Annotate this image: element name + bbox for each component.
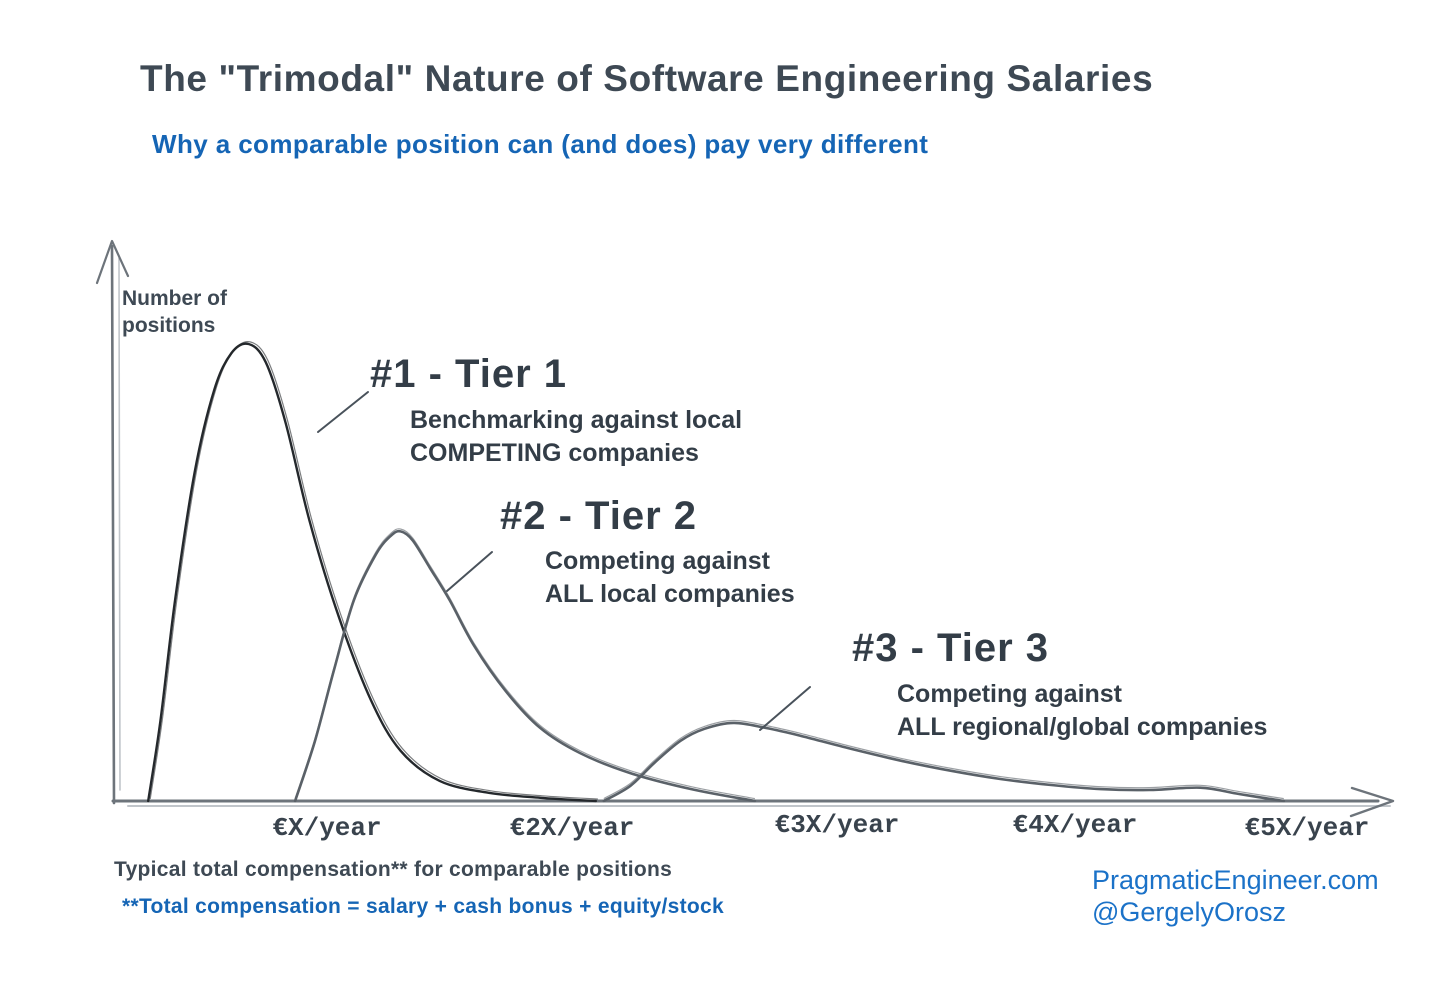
tier-3-annotation: #3 - Tier 3 Competing against ALL region… (852, 626, 1267, 744)
tier-3-heading: #3 - Tier 3 (852, 626, 1050, 670)
x-tick-3x: €3X/year (774, 810, 900, 840)
y-axis-label-line2: positions (122, 314, 216, 337)
tier-3-description-line1: Competing against (897, 680, 1123, 708)
page-title: The "Trimodal" Nature of Software Engine… (140, 58, 1154, 99)
x-tick-1x: €X/year (272, 813, 382, 843)
tier-2-description-line2: ALL local companies (545, 580, 795, 608)
tier-1-description-line2: COMPETING companies (410, 439, 699, 467)
tier-2-leader-line (446, 551, 493, 592)
tier-1-leader-line (317, 391, 369, 433)
attribution: PragmaticEngineer.com @GergelyOrosz (1092, 864, 1379, 928)
x-axis-caption: Typical total compensation** for compara… (114, 858, 673, 881)
y-axis-label: Number of positions (122, 285, 227, 339)
y-axis-label-line1: Number of (122, 287, 227, 310)
tier-1-curve (147, 342, 597, 803)
tier-2-annotation: #2 - Tier 2 Competing against ALL local … (500, 494, 795, 611)
x-axis-arrow-icon (1349, 786, 1395, 818)
y-axis-arrow-icon (95, 239, 130, 285)
tier-1-curve-sketch-pass (149, 341, 598, 800)
attribution-handle: @GergelyOrosz (1092, 897, 1286, 927)
x-tick-4x: €4X/year (1012, 810, 1138, 840)
attribution-site: PragmaticEngineer.com (1092, 865, 1379, 895)
x-tick-2x: €2X/year (509, 813, 635, 843)
x-tick-5x: €5X/year (1244, 813, 1370, 843)
tier-1-annotation: #1 - Tier 1 Benchmarking against local C… (370, 352, 742, 470)
tier-3-description-line2: ALL regional/global companies (897, 713, 1268, 741)
tier-1-description-line1: Benchmarking against local (410, 406, 743, 434)
compensation-footnote: **Total compensation = salary + cash bon… (122, 895, 724, 918)
page-subtitle: Why a comparable position can (and does)… (152, 129, 929, 159)
tier-2-heading: #2 - Tier 2 (500, 494, 698, 538)
y-axis-line (110, 244, 116, 805)
tier-2-curve-sketch-pass (294, 528, 756, 800)
tier-2-description-line1: Competing against (545, 547, 771, 575)
tier-1-heading: #1 - Tier 1 (370, 352, 568, 396)
y-axis-shadow-line (118, 257, 121, 791)
tier-3-curve-sketch-pass (603, 719, 1284, 800)
tier-3-curve (602, 721, 1286, 803)
tier-3-leader-line (759, 686, 811, 731)
